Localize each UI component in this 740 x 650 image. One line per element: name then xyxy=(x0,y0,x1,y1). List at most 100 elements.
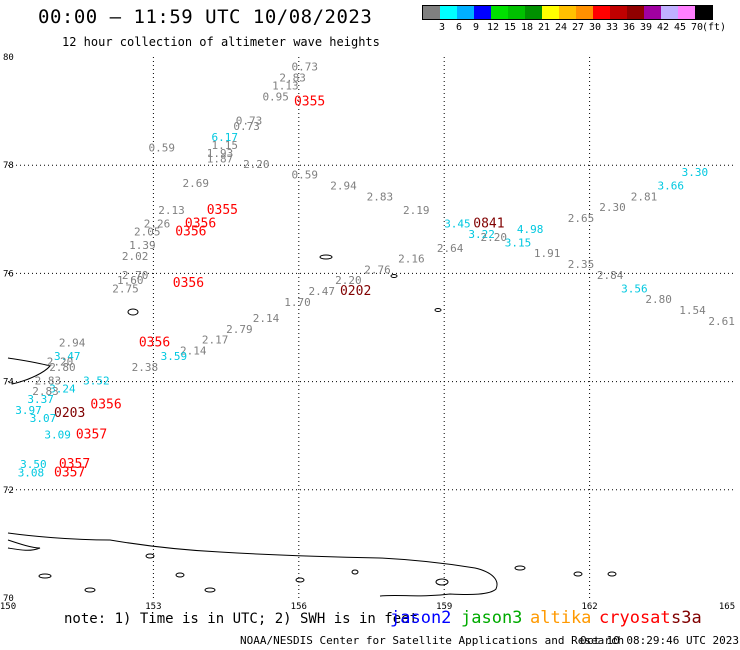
legend-swatch xyxy=(474,6,491,19)
timestamp-text: Oct 10 08:29:46 UTC 2023 xyxy=(580,634,739,647)
wave-height-label: 6.17 xyxy=(212,131,239,144)
axis-ticks: 150 153 156 159 162 165 80 78 76 74 72 70 xyxy=(0,53,735,612)
legend-swatch xyxy=(576,6,593,19)
wave-height-label: 2.84 xyxy=(597,269,624,282)
satellite-cryosat: cryosat xyxy=(599,608,671,628)
wave-height-label: 2.30 xyxy=(599,201,626,214)
chart-title: 00:00 – 11:59 UTC 10/08/2023 xyxy=(38,6,373,28)
wave-height-label: 3.37 xyxy=(27,393,53,406)
wave-height-label: 3.47 xyxy=(54,350,81,363)
x-tick-label: 165 xyxy=(719,602,735,612)
satellite-jason2: jason2 xyxy=(390,608,452,628)
legend-swatch xyxy=(457,6,474,19)
legend-swatches xyxy=(422,5,713,20)
pass-time-label: 0357 xyxy=(76,427,107,442)
pass-time-label: 0357 xyxy=(54,465,85,480)
wave-height-label: 2.76 xyxy=(364,263,391,276)
legend-label: 42 xyxy=(656,22,670,33)
legend-swatch xyxy=(695,6,712,19)
wave-height-label: 2.75 xyxy=(112,282,139,295)
color-legend: 3 6 9 12 15 18 21 24 27 30 33 36 39 42 45 70 (ft) xyxy=(422,5,726,33)
legend-label: 3 xyxy=(438,22,446,33)
wave-height-label: 2.19 xyxy=(403,204,430,217)
wave-height-label: 2.20 xyxy=(335,274,362,287)
wave-height-label: 2.81 xyxy=(631,190,658,203)
wave-height-label: 3.09 xyxy=(44,428,71,441)
island-small-9 xyxy=(295,577,305,583)
y-tick-label: 76 xyxy=(3,269,14,279)
pass-time-label: 0356 xyxy=(185,216,216,231)
y-tick-label: 70 xyxy=(3,594,14,604)
x-tick-label: 153 xyxy=(145,602,161,612)
x-tick-label: 150 xyxy=(0,602,16,612)
wave-height-label: 2.80 xyxy=(49,361,76,374)
wave-height-label: 3.59 xyxy=(161,350,188,363)
wave-height-label: 4.98 xyxy=(517,223,544,236)
wave-height-label: 2.64 xyxy=(437,242,464,255)
pass-time-label: 0355 xyxy=(294,95,325,110)
legend-label: 27 xyxy=(571,22,585,33)
wave-height-label: 3.22 xyxy=(468,228,495,241)
legend-label: (ft) xyxy=(701,22,727,33)
wave-height-label: 3.97 xyxy=(15,404,42,417)
legend-label: 45 xyxy=(673,22,687,33)
wave-height-label: 2.02 xyxy=(122,250,149,263)
wave-height-label: 0.73 xyxy=(233,120,260,133)
pass-time-label: 0356 xyxy=(175,225,206,240)
wave-height-label: 3.07 xyxy=(30,412,56,425)
island-small-10 xyxy=(351,569,359,575)
island-small-6 xyxy=(84,587,96,593)
pass-time-label: 0356 xyxy=(173,276,204,291)
legend-swatch xyxy=(678,6,695,19)
wave-height-label: 2.61 xyxy=(708,315,735,328)
y-tick-label: 72 xyxy=(3,486,14,496)
wave-height-label: 3.30 xyxy=(682,166,709,179)
wave-height-label: 0.59 xyxy=(149,142,176,155)
legend-swatch xyxy=(661,6,678,19)
wave-height-label: 3.08 xyxy=(18,466,45,479)
pass-time-label: 0357 xyxy=(59,457,90,472)
legend-swatch xyxy=(491,6,508,19)
wave-height-label: 0.73 xyxy=(292,61,319,74)
wave-height-label: 2.83 xyxy=(32,385,59,398)
wave-height-label: 3.24 xyxy=(49,382,76,395)
wave-height-label: 2.17 xyxy=(202,334,229,347)
legend-swatch xyxy=(525,6,542,19)
footnote: note: 1) Time is in UTC; 2) SWH is in fe… xyxy=(64,611,419,627)
island-small-2 xyxy=(390,274,398,278)
island-small-14 xyxy=(607,571,617,577)
wave-height-label: 2.94 xyxy=(330,180,357,193)
wave-height-label: 2.47 xyxy=(308,285,335,298)
chart-subtitle: 12 hour collection of altimeter wave hei… xyxy=(62,35,380,49)
wave-height-label: 2.05 xyxy=(134,226,161,239)
legend-swatch xyxy=(542,6,559,19)
wave-height-label: 2.80 xyxy=(645,293,672,306)
wave-height-label: 3.66 xyxy=(657,180,684,193)
wave-height-label: 2.65 xyxy=(568,212,595,225)
wave-height-label: 2.20 xyxy=(243,158,270,171)
wave-height-label: 2.94 xyxy=(59,336,86,349)
wave-height-label: 1.60 xyxy=(117,274,144,287)
wave-height-label: 1.93 xyxy=(207,147,234,160)
legend-swatch xyxy=(440,6,457,19)
wave-height-label: 2.83 xyxy=(279,71,306,84)
pass-time-label: 0203 xyxy=(54,406,85,421)
island-small-8 xyxy=(204,587,216,593)
satellite-s3a: s3a xyxy=(671,608,702,628)
wave-height-label: 1.87 xyxy=(207,152,234,165)
island-small-13 xyxy=(573,571,583,577)
pass-time-label: 0355 xyxy=(207,203,238,218)
island-small-11 xyxy=(435,578,449,586)
legend-label: 15 xyxy=(503,22,517,33)
wave-height-label: 1.13 xyxy=(272,79,299,92)
wave-height-label: 1.15 xyxy=(212,139,239,152)
wave-height-label: 3.56 xyxy=(621,282,648,295)
wave-height-label: 0.73 xyxy=(236,115,263,128)
wave-height-label: 2.83 xyxy=(367,190,394,203)
wave-height-label: 1.54 xyxy=(679,304,706,317)
legend-labels: 3 6 9 12 15 18 21 24 27 30 33 36 39 42 45 70 (ft) xyxy=(422,22,740,36)
x-tick-label: 156 xyxy=(291,602,307,612)
wave-height-label: 1.70 xyxy=(284,296,311,309)
legend-swatch xyxy=(508,6,525,19)
credit-text: NOAA/NESDIS Center for Satellite Applica… xyxy=(240,634,625,647)
